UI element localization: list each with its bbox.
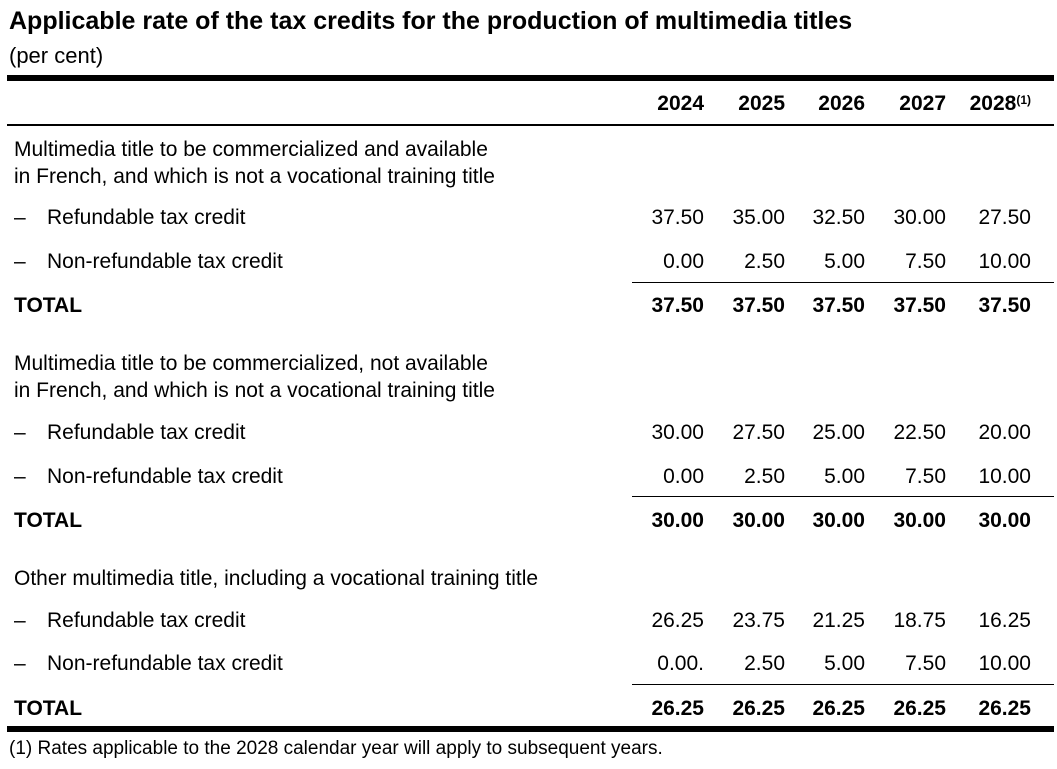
cell: 0.00.: [657, 652, 704, 675]
cell: 22.50: [893, 421, 946, 444]
cell: 26.25: [651, 609, 704, 632]
cell: 27.50: [732, 421, 785, 444]
cell: 23.75: [732, 609, 785, 632]
header-rule: [7, 124, 1054, 126]
cell: 2.50: [744, 465, 785, 488]
table-row-total: TOTAL 37.50 37.50 37.50 37.50 37.50: [0, 291, 1057, 321]
cell: 30.00: [732, 509, 785, 532]
row-label: Non-refundable tax credit: [47, 652, 283, 675]
dash: –: [14, 609, 26, 632]
cell: 5.00: [824, 250, 865, 273]
year-header: 2026: [818, 92, 865, 115]
row-label: Refundable tax credit: [47, 206, 246, 229]
table-row-nonrefundable: – Non-refundable tax credit 0.00. 2.50 5…: [0, 649, 1057, 679]
cell: 21.25: [812, 609, 865, 632]
total-label: TOTAL: [14, 509, 83, 532]
cell: 7.50: [905, 465, 946, 488]
cell: 30.00: [812, 509, 865, 532]
total-label: TOTAL: [14, 697, 83, 720]
cell: 18.75: [893, 609, 946, 632]
cell: 0.00: [663, 465, 704, 488]
sum-line: [632, 282, 1054, 283]
dash: –: [14, 250, 26, 273]
cell: 37.50: [651, 206, 704, 229]
table-row-total: TOTAL 30.00 30.00 30.00 30.00 30.00: [0, 506, 1057, 536]
cell: 10.00: [978, 465, 1031, 488]
cell: 27.50: [978, 206, 1031, 229]
cell: 37.50: [732, 294, 785, 317]
year-header: 2024: [657, 92, 704, 115]
cell: 32.50: [812, 206, 865, 229]
dash: –: [14, 465, 26, 488]
table-row-refundable: – Refundable tax credit 30.00 27.50 25.0…: [0, 418, 1057, 448]
top-rule: [7, 75, 1054, 81]
sum-line: [632, 684, 1054, 685]
cell: 2.50: [744, 652, 785, 675]
section-3-heading: Other multimedia title, including a voca…: [14, 567, 539, 590]
cell: 30.00: [978, 509, 1031, 532]
table-row-total: TOTAL 26.25 26.25 26.25 26.25 26.25: [0, 694, 1057, 724]
table-row-refundable: – Refundable tax credit 26.25 23.75 21.2…: [0, 606, 1057, 636]
section-2-heading: Multimedia title to be commercialized, n…: [14, 352, 488, 375]
bottom-rule: [7, 726, 1054, 732]
dash: –: [14, 206, 26, 229]
total-label: TOTAL: [14, 294, 83, 317]
cell: 37.50: [978, 294, 1031, 317]
table-subtitle: (per cent): [9, 43, 104, 68]
table-title: Applicable rate of the tax credits for t…: [9, 7, 853, 35]
cell: 10.00: [978, 652, 1031, 675]
cell: 5.00: [824, 652, 865, 675]
cell: 26.25: [978, 697, 1031, 720]
table-row-nonrefundable: – Non-refundable tax credit 0.00 2.50 5.…: [0, 247, 1057, 277]
cell: 30.00: [893, 206, 946, 229]
cell: 37.50: [651, 294, 704, 317]
cell: 5.00: [824, 465, 865, 488]
section-1-heading: Multimedia title to be commercialized an…: [14, 138, 488, 161]
dash: –: [14, 421, 26, 444]
sum-line: [632, 496, 1054, 497]
cell: 7.50: [905, 652, 946, 675]
cell: 26.25: [893, 697, 946, 720]
year-header: 2027: [899, 92, 946, 115]
year-header-text: 2028: [969, 92, 1017, 115]
table-row-refundable: – Refundable tax credit 37.50 35.00 32.5…: [0, 203, 1057, 233]
cell: 26.25: [732, 697, 785, 720]
cell: 16.25: [978, 609, 1031, 632]
cell: 20.00: [978, 421, 1031, 444]
cell: 25.00: [812, 421, 865, 444]
section-1-heading: in French, and which is not a vocational…: [14, 165, 495, 188]
cell: 2.50: [744, 250, 785, 273]
row-label: Non-refundable tax credit: [47, 250, 283, 273]
row-label: Refundable tax credit: [47, 421, 246, 444]
header-row: 2024 2025 2026 2027 2028(1): [0, 89, 1057, 119]
cell: 30.00: [651, 509, 704, 532]
row-label: Non-refundable tax credit: [47, 465, 283, 488]
cell: 37.50: [893, 294, 946, 317]
cell: 26.25: [651, 697, 704, 720]
cell: 37.50: [812, 294, 865, 317]
cell: 7.50: [905, 250, 946, 273]
cell: 35.00: [732, 206, 785, 229]
year-header: 2028(1): [970, 89, 1031, 119]
cell: 0.00: [663, 250, 704, 273]
cell: 30.00: [651, 421, 704, 444]
section-2-heading: in French, and which is not a vocational…: [14, 379, 495, 402]
footnote: (1) Rates applicable to the 2028 calenda…: [9, 738, 663, 759]
table-row-nonrefundable: – Non-refundable tax credit 0.00 2.50 5.…: [0, 462, 1057, 492]
dash: –: [14, 652, 26, 675]
cell: 10.00: [978, 250, 1031, 273]
year-header: 2025: [738, 92, 785, 115]
row-label: Refundable tax credit: [47, 609, 246, 632]
footnote-marker: (1): [1016, 93, 1031, 107]
cell: 26.25: [812, 697, 865, 720]
cell: 30.00: [893, 509, 946, 532]
